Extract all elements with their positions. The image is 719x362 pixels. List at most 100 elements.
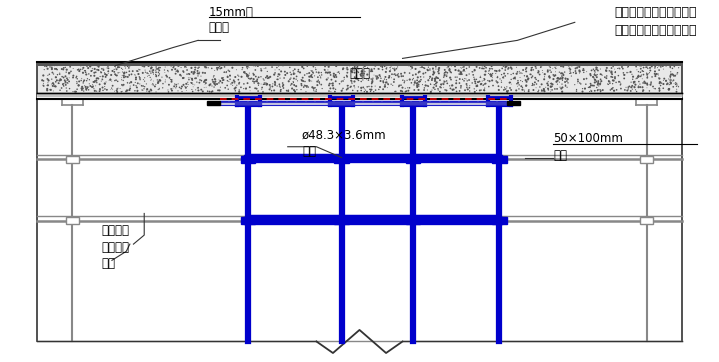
Point (485, 71, 497, 77)
Point (622, 88, 633, 93)
Point (85, 73, 96, 79)
Point (586, 67, 597, 73)
Bar (406, 217, 421, 224)
Point (673, 84, 684, 89)
Point (375, 78, 386, 84)
Point (487, 83, 499, 88)
Point (535, 64, 546, 70)
Point (413, 83, 425, 89)
Point (302, 62, 313, 68)
Point (270, 60, 281, 66)
Text: 50×100mm: 50×100mm (553, 132, 623, 145)
Point (63, 79, 75, 84)
Point (101, 72, 112, 78)
Point (590, 69, 601, 75)
Point (664, 79, 676, 85)
Point (614, 66, 626, 72)
Point (277, 83, 288, 89)
Point (319, 67, 330, 73)
Point (150, 73, 162, 79)
Point (456, 62, 467, 67)
Point (328, 85, 339, 91)
Point (526, 65, 537, 71)
Point (578, 76, 590, 82)
Text: 满堂碗扣: 满堂碗扣 (101, 224, 129, 237)
Point (79, 83, 91, 88)
Point (514, 68, 526, 74)
Point (430, 64, 441, 70)
Point (188, 84, 199, 90)
Point (406, 63, 418, 69)
Point (104, 77, 115, 83)
Point (407, 72, 418, 78)
Point (665, 81, 677, 87)
Point (209, 84, 220, 90)
Point (587, 83, 598, 88)
Point (418, 87, 430, 93)
Point (143, 72, 155, 78)
Point (349, 70, 360, 76)
Point (51, 60, 63, 66)
Point (539, 74, 550, 80)
Point (610, 60, 621, 66)
Point (117, 67, 129, 72)
Point (454, 68, 466, 74)
Point (259, 81, 270, 87)
Point (569, 68, 581, 74)
Point (160, 77, 171, 83)
Point (493, 87, 505, 93)
Point (160, 64, 171, 70)
Point (116, 77, 127, 83)
Point (86, 68, 97, 74)
Point (50, 74, 62, 80)
Point (444, 67, 455, 73)
Point (484, 78, 495, 84)
Point (623, 84, 635, 89)
Point (244, 88, 256, 94)
Point (283, 60, 295, 66)
Point (299, 79, 311, 84)
Point (470, 79, 481, 84)
Point (510, 64, 522, 70)
Point (96, 66, 108, 72)
Point (58, 83, 69, 88)
Point (193, 80, 205, 85)
Point (483, 84, 495, 89)
Point (542, 67, 554, 73)
Point (426, 77, 438, 83)
Point (358, 71, 370, 77)
Point (628, 80, 640, 86)
Point (188, 70, 200, 76)
Point (62, 63, 73, 68)
Point (551, 76, 563, 81)
Point (628, 84, 640, 89)
Point (283, 88, 294, 94)
Point (302, 62, 313, 68)
Point (186, 69, 198, 75)
Point (286, 86, 298, 92)
Point (342, 74, 353, 80)
Point (45, 87, 57, 93)
Point (117, 77, 129, 83)
Point (341, 66, 352, 71)
Point (368, 72, 380, 78)
Point (436, 81, 448, 87)
Point (271, 65, 283, 71)
Point (548, 72, 559, 78)
Point (587, 66, 599, 72)
Point (105, 77, 116, 83)
Point (110, 72, 122, 78)
Point (218, 69, 229, 75)
Point (469, 86, 480, 92)
Point (436, 82, 447, 88)
Point (93, 67, 104, 73)
Point (216, 80, 228, 85)
Point (433, 75, 444, 81)
Point (296, 61, 308, 67)
Point (330, 72, 342, 78)
Point (125, 79, 137, 85)
Point (356, 68, 367, 74)
Point (409, 80, 421, 86)
Point (439, 80, 450, 86)
Point (153, 73, 165, 79)
